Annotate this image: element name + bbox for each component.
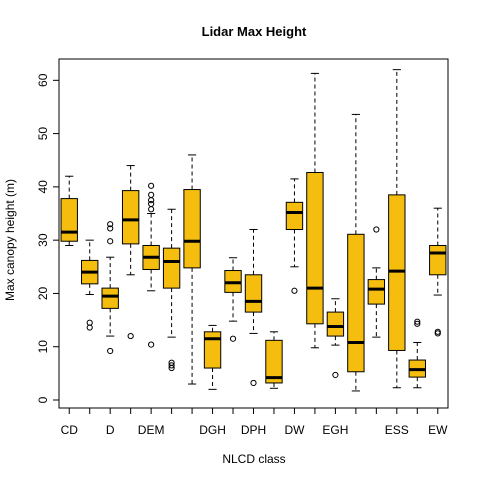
x-tick-label: EW bbox=[428, 423, 448, 437]
box-iqr bbox=[347, 233, 365, 373]
outlier-point bbox=[107, 347, 114, 355]
outlier-point bbox=[148, 197, 155, 204]
box-13 bbox=[306, 72, 324, 349]
x-tick-label: ESS bbox=[385, 423, 409, 437]
box-9 bbox=[224, 257, 242, 342]
outlier-point bbox=[148, 182, 155, 189]
x-tick-label: D bbox=[106, 423, 115, 437]
box-3 bbox=[101, 221, 119, 355]
box-7 bbox=[183, 154, 201, 385]
box-iqr bbox=[285, 201, 304, 231]
chart-title: Lidar Max Height bbox=[202, 24, 307, 39]
outlier-point bbox=[148, 200, 155, 208]
outlier-point bbox=[148, 206, 155, 213]
box-14 bbox=[326, 298, 345, 379]
boxes-group bbox=[60, 69, 447, 392]
y-tick-label: 60 bbox=[36, 73, 50, 87]
outlier-point bbox=[414, 318, 421, 325]
box-iqr bbox=[183, 189, 201, 269]
box-iqr bbox=[306, 171, 324, 325]
outlier-point bbox=[127, 332, 134, 340]
y-tick-label: 50 bbox=[36, 127, 50, 141]
box-iqr bbox=[326, 311, 345, 337]
box-5 bbox=[142, 182, 160, 348]
box-iqr bbox=[265, 339, 283, 384]
outlier-point bbox=[291, 287, 298, 294]
box-1 bbox=[60, 175, 78, 246]
outlier-point bbox=[434, 330, 441, 337]
outlier-point bbox=[332, 371, 339, 379]
y-tick-label: 30 bbox=[36, 233, 50, 247]
box-17 bbox=[388, 69, 406, 389]
x-tick-label: DGH bbox=[199, 423, 226, 437]
x-tick-label: CD bbox=[61, 423, 79, 437]
box-11 bbox=[265, 331, 283, 389]
box-19 bbox=[429, 207, 447, 337]
outlier-point bbox=[107, 221, 114, 228]
box-18 bbox=[408, 318, 426, 389]
box-iqr bbox=[367, 279, 386, 305]
outlier-point bbox=[86, 324, 93, 331]
box-iqr bbox=[162, 247, 181, 289]
x-axis-label: NLCD class bbox=[222, 452, 285, 466]
outlier-point bbox=[148, 191, 155, 198]
x-tick-label: DPH bbox=[241, 423, 266, 437]
box-iqr bbox=[244, 274, 263, 313]
outlier-point bbox=[229, 335, 237, 342]
box-16 bbox=[367, 226, 386, 338]
y-axis: 0 10 20 30 40 50 60 bbox=[36, 73, 60, 403]
box-iqr bbox=[101, 287, 119, 309]
y-tick-label: 10 bbox=[36, 340, 50, 354]
outlier-point bbox=[148, 341, 155, 348]
box-4 bbox=[121, 165, 140, 340]
box-iqr bbox=[429, 244, 447, 276]
box-10 bbox=[244, 229, 263, 387]
box-iqr bbox=[388, 194, 406, 351]
outlier-point bbox=[250, 379, 257, 387]
y-tick-label: 20 bbox=[36, 286, 50, 300]
outlier-point bbox=[168, 362, 175, 369]
outlier-point bbox=[373, 226, 380, 233]
outlier-point bbox=[168, 364, 175, 372]
outlier-point bbox=[414, 320, 421, 327]
x-axis: CD D DEM DGH DPH DW EGH ESS EW bbox=[61, 407, 448, 437]
box-12 bbox=[285, 178, 304, 294]
box-15 bbox=[347, 113, 365, 392]
x-tick-label: EGH bbox=[322, 423, 348, 437]
x-tick-label: DW bbox=[284, 423, 305, 437]
box-iqr bbox=[60, 198, 78, 242]
box-iqr bbox=[121, 190, 140, 245]
y-tick-label: 0 bbox=[36, 396, 50, 403]
box-8 bbox=[203, 324, 222, 390]
y-tick-label: 40 bbox=[36, 180, 50, 194]
outlier-point bbox=[107, 225, 114, 232]
box-2 bbox=[81, 239, 99, 331]
outlier-point bbox=[107, 238, 114, 245]
x-tick-label: DEM bbox=[138, 423, 165, 437]
y-axis-label: Max canopy height (m) bbox=[3, 179, 17, 301]
box-iqr bbox=[203, 331, 222, 369]
box-6 bbox=[162, 208, 181, 372]
